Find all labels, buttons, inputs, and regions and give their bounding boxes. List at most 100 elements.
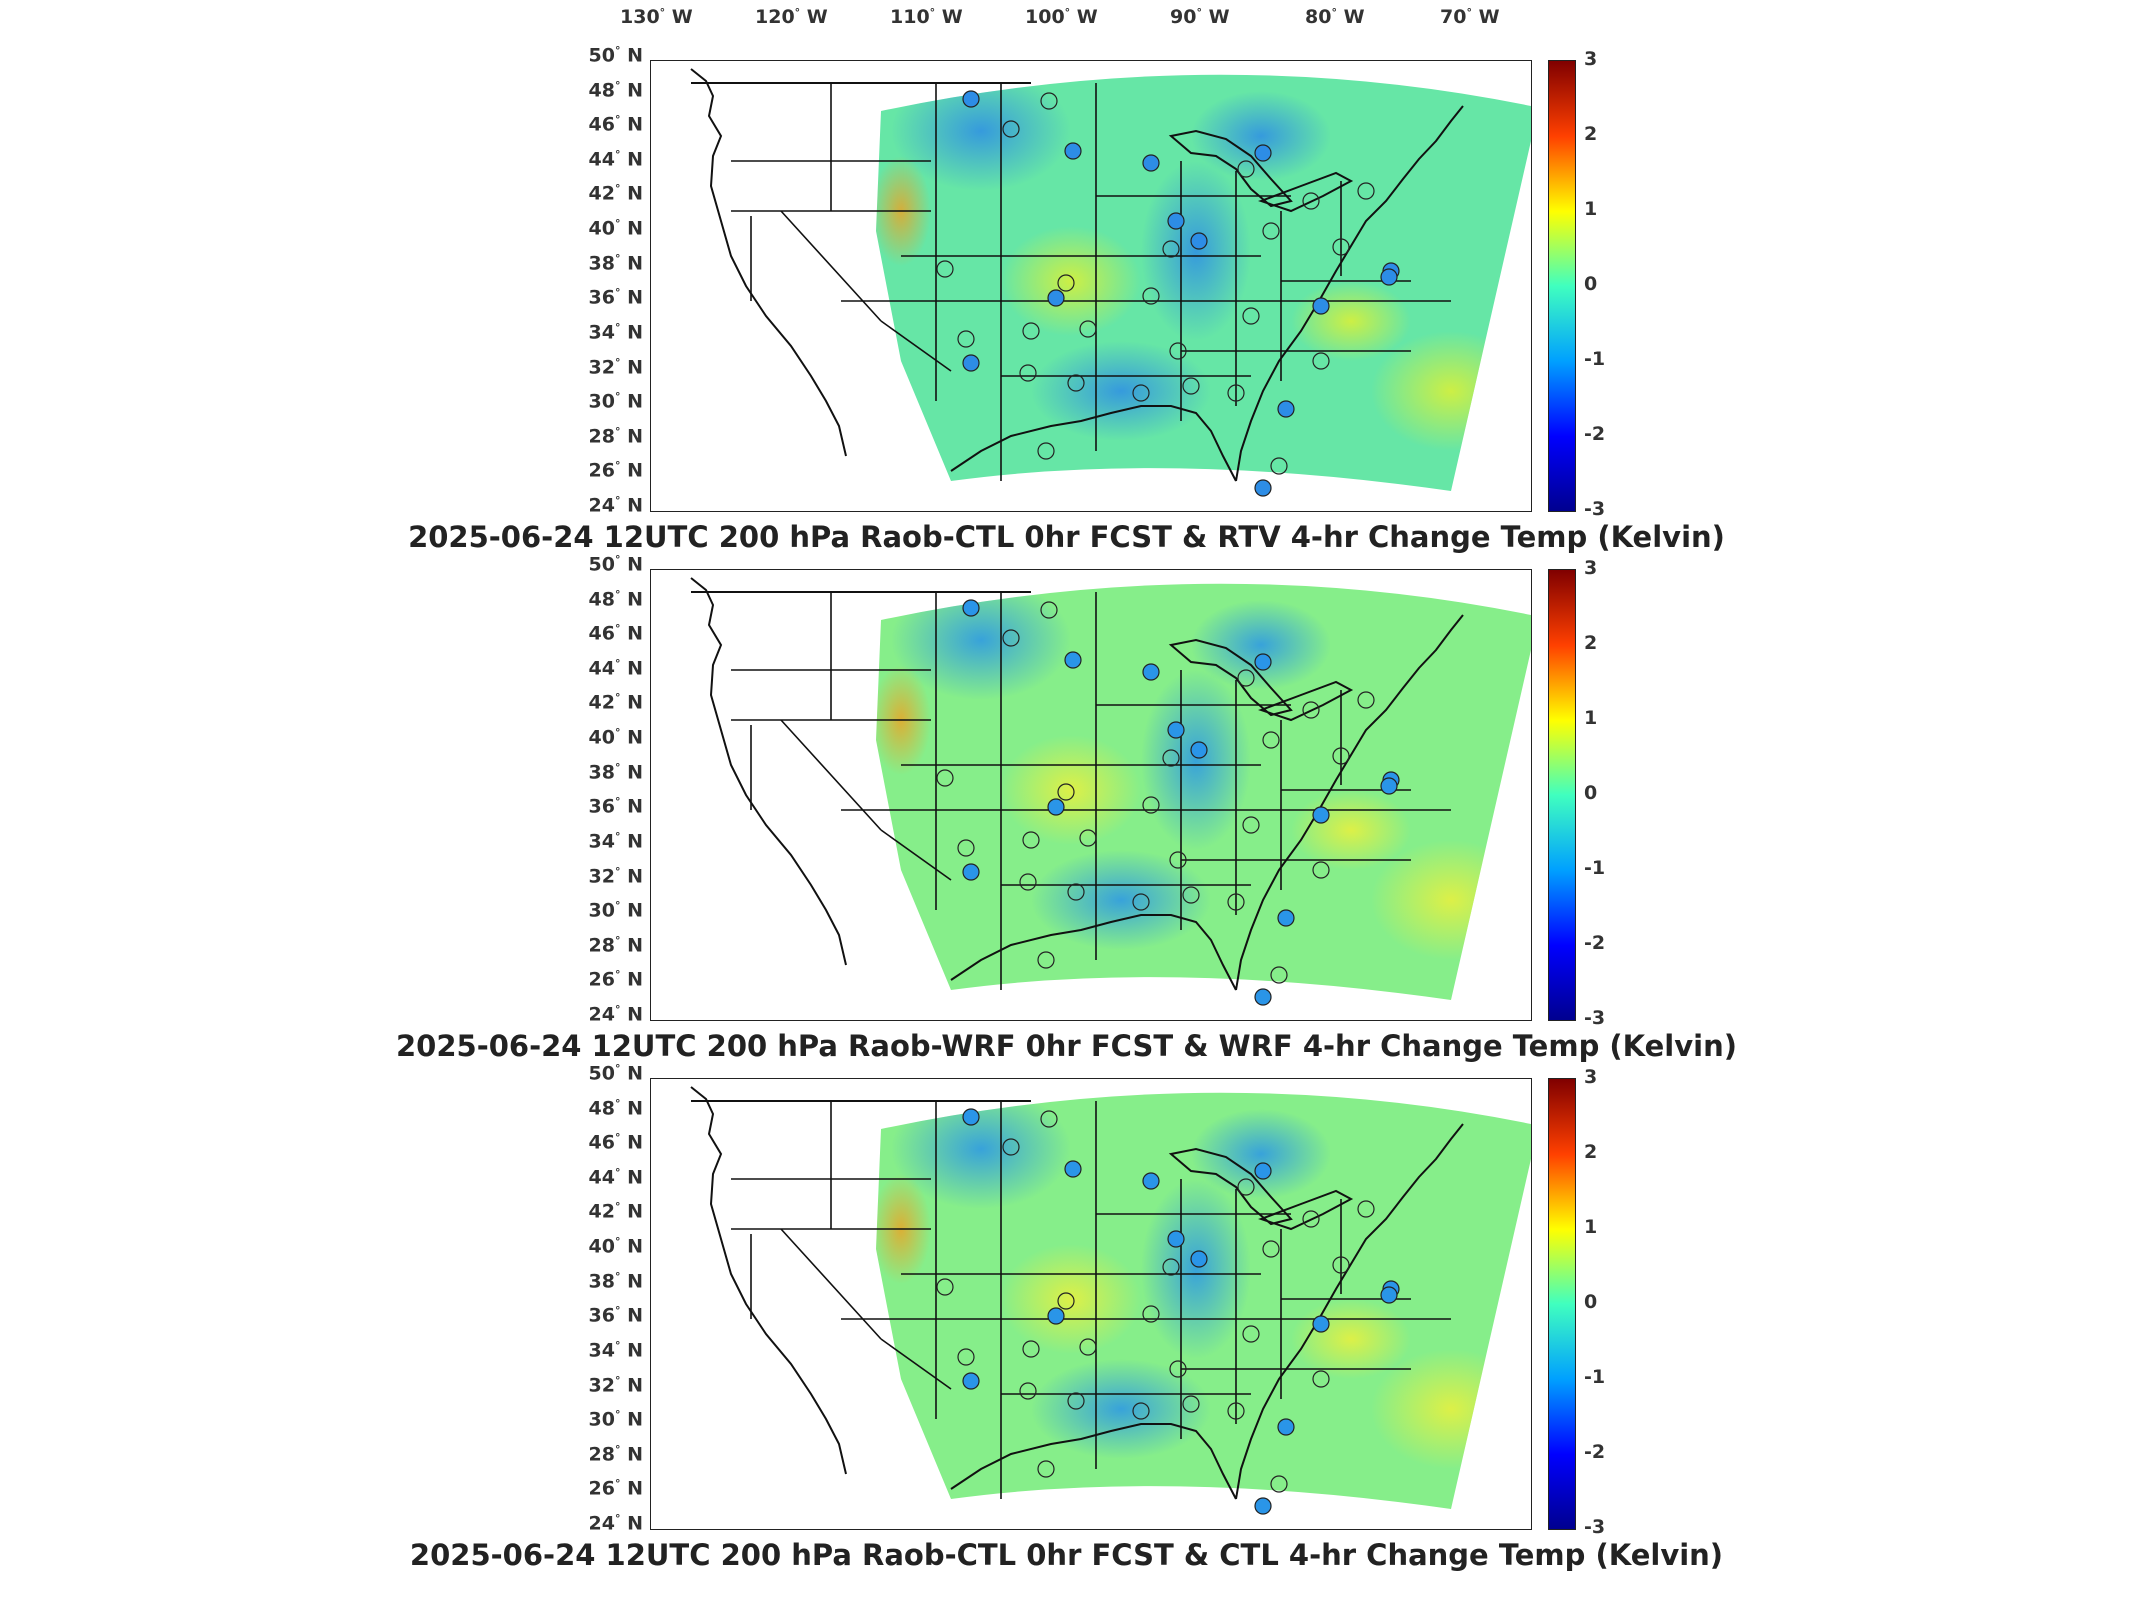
- raob-station-marker: [936, 1278, 954, 1296]
- lat-label-48: 48° N: [588, 1096, 643, 1119]
- temperature-map: [650, 1078, 1532, 1530]
- raob-station-marker: [1312, 352, 1330, 370]
- lat-label-26: 26° N: [588, 968, 643, 991]
- lon-label-130: 130° W: [620, 6, 693, 28]
- raob-station-marker: [1357, 1200, 1375, 1218]
- colorbar: [1548, 60, 1576, 512]
- raob-station-marker: [1162, 240, 1180, 258]
- raob-station-marker: [1242, 816, 1260, 834]
- raob-station-marker: [1254, 1497, 1272, 1515]
- raob-station-marker: [1162, 749, 1180, 767]
- lat-label-34: 34° N: [588, 1338, 643, 1362]
- raob-station-marker: [962, 90, 980, 108]
- lon-label-120: 120° W: [755, 6, 828, 28]
- model-domain: [876, 74, 1531, 491]
- raob-station-marker: [1227, 384, 1245, 402]
- lat-label-44: 44° N: [588, 147, 643, 171]
- colorbar: [1548, 1078, 1576, 1530]
- colorbar-tick-label: 0: [1584, 1291, 1598, 1313]
- raob-station-marker: [1277, 1418, 1295, 1436]
- raob-station-marker: [1022, 1340, 1040, 1358]
- colorbar-tick-label: 3: [1584, 1066, 1598, 1088]
- model-domain: [876, 583, 1531, 1000]
- raob-station-marker: [1302, 701, 1320, 719]
- coastlines: [690, 577, 1464, 991]
- panel-title: 2025-06-24 12UTC 200 hPa Raob-WRF 0hr FC…: [395, 1029, 1737, 1063]
- raob-station-marker: [1037, 951, 1055, 969]
- raob-station-marker: [957, 839, 975, 857]
- state-borders: [731, 83, 1451, 481]
- raob-station-marker: [1254, 1162, 1272, 1180]
- raob-station-marker: [1040, 601, 1058, 619]
- lon-label-100: 100° W: [1025, 6, 1098, 28]
- raob-station-marker: [1019, 364, 1037, 382]
- lat-label-28: 28° N: [588, 933, 643, 957]
- raob-station-marker: [1270, 966, 1288, 984]
- raob-station-marker: [1162, 1258, 1180, 1276]
- raob-station-marker: [1254, 988, 1272, 1006]
- lat-label-42: 42° N: [588, 691, 643, 714]
- colorbar-tick-label: -3: [1584, 1516, 1606, 1538]
- raob-station-marker: [1079, 1338, 1097, 1356]
- lat-label-42: 42° N: [588, 1200, 643, 1223]
- lat-label-46: 46° N: [588, 113, 643, 136]
- raob-station-marker: [1270, 1475, 1288, 1493]
- raob-station-marker: [1040, 92, 1058, 110]
- lat-label-38: 38° N: [588, 1269, 643, 1293]
- raob-station-marker: [1254, 653, 1272, 671]
- raob-station-marker: [1132, 893, 1150, 911]
- raob-station-marker: [1182, 377, 1200, 395]
- state-borders: [731, 592, 1451, 990]
- raob-station-marker: [1190, 741, 1208, 759]
- lon-label-70: 70° W: [1440, 6, 1500, 28]
- lon-label-80: 80° W: [1305, 6, 1365, 28]
- raob-station-marker: [1067, 1392, 1085, 1410]
- raob-station-marker: [1380, 1286, 1398, 1304]
- map-panel-1: 50° N 48° N 46° N 44° N 42° N 40° N 38° N 36° N…: [0, 44, 2133, 566]
- raob-station-marker: [1142, 1305, 1160, 1323]
- raob-station-marker: [1142, 1172, 1160, 1190]
- raob-station-marker: [1019, 873, 1037, 891]
- raob-station-marker: [1022, 322, 1040, 340]
- raob-station-marker: [1237, 160, 1255, 178]
- raob-station-marker: [1057, 783, 1075, 801]
- colorbar-tick-label: 2: [1584, 123, 1598, 145]
- raob-station-marker: [1302, 1210, 1320, 1228]
- raob-station-marker: [1047, 289, 1065, 307]
- raob-station-marker: [1002, 120, 1020, 138]
- lat-label-40: 40° N: [588, 726, 643, 749]
- lon-label-110: 110° W: [890, 6, 963, 28]
- raob-station-marker: [1167, 212, 1185, 230]
- raob-station-marker: [1132, 1402, 1150, 1420]
- lat-label-28: 28° N: [588, 1442, 643, 1466]
- lat-label-50: 50° N: [588, 44, 643, 67]
- lat-label-42: 42° N: [588, 182, 643, 205]
- lat-label-36: 36° N: [588, 795, 643, 818]
- colorbar-tick-label: -2: [1584, 423, 1606, 445]
- raob-station-marker: [1380, 268, 1398, 286]
- lat-label-50: 50° N: [588, 553, 643, 576]
- lat-label-36: 36° N: [588, 1304, 643, 1327]
- colorbar-tick-label: 0: [1584, 782, 1598, 804]
- colorbar-tick-label: -2: [1584, 932, 1606, 954]
- colorbar-tick-label: -2: [1584, 1441, 1606, 1463]
- raob-station-marker: [1277, 400, 1295, 418]
- raob-station-marker: [962, 354, 980, 372]
- raob-station-marker: [936, 769, 954, 787]
- lat-label-38: 38° N: [588, 760, 643, 784]
- model-domain: [876, 1092, 1531, 1509]
- temperature-map: [650, 569, 1532, 1021]
- raob-station-marker: [1169, 1360, 1187, 1378]
- lat-label-32: 32° N: [588, 355, 643, 378]
- raob-station-marker: [1064, 1160, 1082, 1178]
- raob-station-marker: [1057, 274, 1075, 292]
- colorbar-tick-label: -1: [1584, 857, 1606, 879]
- raob-station-marker: [1237, 669, 1255, 687]
- lat-label-24: 24° N: [588, 1003, 643, 1026]
- coastlines: [690, 68, 1464, 482]
- raob-station-marker: [1169, 342, 1187, 360]
- raob-station-marker: [1047, 798, 1065, 816]
- lat-label-36: 36° N: [588, 286, 643, 309]
- raob-station-marker: [1312, 1370, 1330, 1388]
- raob-stations: [936, 90, 1400, 497]
